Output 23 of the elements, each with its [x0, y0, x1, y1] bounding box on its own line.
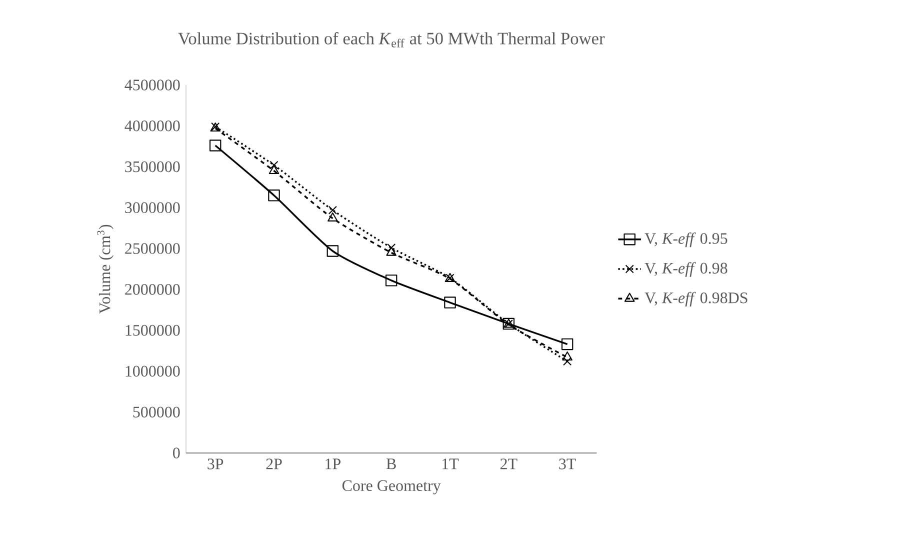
legend-label: V, K-eff 0.98DS — [644, 292, 748, 306]
x-tick-label: B — [386, 458, 396, 470]
y-tick-label: 500000 — [133, 406, 180, 418]
y-tick-label: 2000000 — [125, 284, 180, 295]
legend-label: V, K-eff 0.98 — [644, 262, 728, 277]
legend-label: V, K-eff 0.95 — [644, 232, 728, 248]
y-tick-label: 4000000 — [124, 120, 180, 132]
y-tick-label: 1500000 — [126, 324, 180, 336]
x-tick-label: 2T — [500, 458, 518, 470]
chart-title: Volume Distribution of each K$_{eff}$ at 50 MWth Thermal Power — [178, 32, 605, 48]
y-tick-label: 3500000 — [125, 161, 180, 172]
x-tick-label: 3P — [208, 458, 224, 470]
y-tick-label: 0 — [173, 448, 180, 458]
x-tick-label: 1T — [442, 458, 459, 470]
y-axis-title: Volume (cm$^{3}$) — [97, 224, 114, 314]
y-tick-label: 4500000 — [124, 80, 180, 90]
x-tick-label: 1P — [326, 458, 340, 470]
y-tick-label: 2500000 — [125, 243, 180, 254]
y-tick-label: 3000000 — [125, 202, 180, 214]
x-axis-title: Core Geometry — [342, 480, 441, 494]
x-tick-label: 3T — [559, 458, 576, 470]
x-tick-label: 2P — [266, 458, 282, 470]
y-tick-label: 1000000 — [126, 366, 180, 377]
